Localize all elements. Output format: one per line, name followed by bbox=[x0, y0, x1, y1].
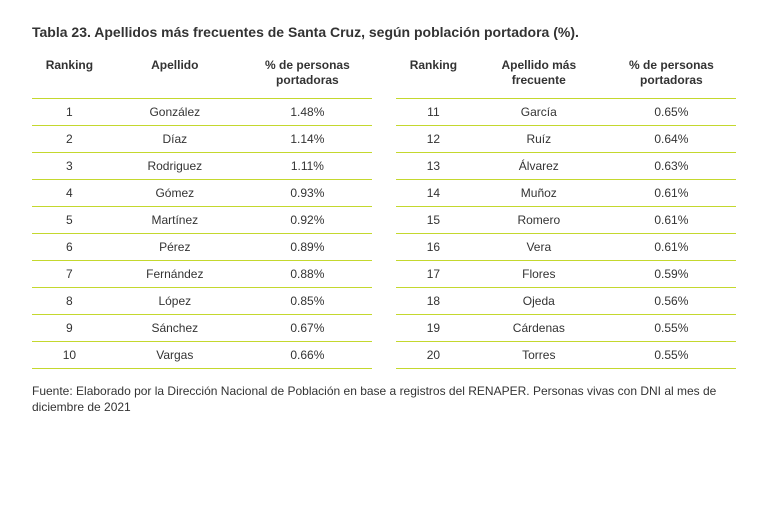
cell-name: Díaz bbox=[107, 126, 243, 153]
table-row: 5Martínez0.92% bbox=[32, 207, 372, 234]
cell-pct: 0.61% bbox=[607, 234, 736, 261]
cell-pct: 0.85% bbox=[243, 288, 372, 315]
cell-name: Vargas bbox=[107, 342, 243, 369]
table-left-body: 1González1.48%2Díaz1.14%3Rodriguez1.11%4… bbox=[32, 99, 372, 369]
cell-name: Ojeda bbox=[471, 288, 607, 315]
cell-name: Muñoz bbox=[471, 180, 607, 207]
col-header-rank: Ranking bbox=[396, 54, 471, 99]
table-row: 17Flores0.59% bbox=[396, 261, 736, 288]
table-header-row: Ranking Apellido % de personas portadora… bbox=[32, 54, 372, 99]
cell-rank: 2 bbox=[32, 126, 107, 153]
cell-name: Pérez bbox=[107, 234, 243, 261]
cell-name: López bbox=[107, 288, 243, 315]
table-row: 6Pérez0.89% bbox=[32, 234, 372, 261]
table-row: 7Fernández0.88% bbox=[32, 261, 372, 288]
table-row: 8López0.85% bbox=[32, 288, 372, 315]
cell-name: González bbox=[107, 99, 243, 126]
cell-rank: 3 bbox=[32, 153, 107, 180]
table-right: Ranking Apellido más frecuente % de pers… bbox=[396, 54, 736, 369]
cell-rank: 4 bbox=[32, 180, 107, 207]
cell-name: Flores bbox=[471, 261, 607, 288]
cell-pct: 1.48% bbox=[243, 99, 372, 126]
table-row: 15Romero0.61% bbox=[396, 207, 736, 234]
cell-pct: 0.55% bbox=[607, 342, 736, 369]
cell-name: Álvarez bbox=[471, 153, 607, 180]
table-right-wrap: Ranking Apellido más frecuente % de pers… bbox=[396, 54, 736, 369]
cell-rank: 17 bbox=[396, 261, 471, 288]
cell-pct: 0.65% bbox=[607, 99, 736, 126]
cell-pct: 1.11% bbox=[243, 153, 372, 180]
cell-pct: 0.88% bbox=[243, 261, 372, 288]
table-row: 1González1.48% bbox=[32, 99, 372, 126]
table-row: 3Rodriguez1.11% bbox=[32, 153, 372, 180]
cell-name: Cárdenas bbox=[471, 315, 607, 342]
table-right-body: 11García0.65%12Ruíz0.64%13Álvarez0.63%14… bbox=[396, 99, 736, 369]
cell-name: García bbox=[471, 99, 607, 126]
cell-pct: 0.92% bbox=[243, 207, 372, 234]
table-footer: Fuente: Elaborado por la Dirección Nacio… bbox=[32, 383, 736, 415]
cell-rank: 10 bbox=[32, 342, 107, 369]
table-row: 9Sánchez0.67% bbox=[32, 315, 372, 342]
cell-pct: 0.55% bbox=[607, 315, 736, 342]
table-row: 12Ruíz0.64% bbox=[396, 126, 736, 153]
cell-rank: 11 bbox=[396, 99, 471, 126]
cell-name: Torres bbox=[471, 342, 607, 369]
table-row: 2Díaz1.14% bbox=[32, 126, 372, 153]
cell-rank: 6 bbox=[32, 234, 107, 261]
table-row: 11García0.65% bbox=[396, 99, 736, 126]
table-row: 10Vargas0.66% bbox=[32, 342, 372, 369]
cell-pct: 0.56% bbox=[607, 288, 736, 315]
cell-rank: 8 bbox=[32, 288, 107, 315]
cell-rank: 19 bbox=[396, 315, 471, 342]
cell-name: Fernández bbox=[107, 261, 243, 288]
cell-name: Ruíz bbox=[471, 126, 607, 153]
table-row: 20Torres0.55% bbox=[396, 342, 736, 369]
cell-pct: 0.66% bbox=[243, 342, 372, 369]
cell-rank: 15 bbox=[396, 207, 471, 234]
cell-pct: 1.14% bbox=[243, 126, 372, 153]
cell-name: Gómez bbox=[107, 180, 243, 207]
cell-pct: 0.61% bbox=[607, 180, 736, 207]
cell-rank: 13 bbox=[396, 153, 471, 180]
cell-pct: 0.61% bbox=[607, 207, 736, 234]
tables-container: Ranking Apellido % de personas portadora… bbox=[32, 54, 736, 369]
cell-name: Martínez bbox=[107, 207, 243, 234]
col-header-pct: % de personas portadoras bbox=[607, 54, 736, 99]
cell-pct: 0.67% bbox=[243, 315, 372, 342]
cell-rank: 1 bbox=[32, 99, 107, 126]
table-header-row: Ranking Apellido más frecuente % de pers… bbox=[396, 54, 736, 99]
cell-rank: 18 bbox=[396, 288, 471, 315]
cell-name: Rodriguez bbox=[107, 153, 243, 180]
table-left-wrap: Ranking Apellido % de personas portadora… bbox=[32, 54, 372, 369]
cell-rank: 16 bbox=[396, 234, 471, 261]
cell-rank: 9 bbox=[32, 315, 107, 342]
cell-pct: 0.59% bbox=[607, 261, 736, 288]
cell-rank: 14 bbox=[396, 180, 471, 207]
table-row: 13Álvarez0.63% bbox=[396, 153, 736, 180]
cell-rank: 20 bbox=[396, 342, 471, 369]
col-header-pct: % de personas portadoras bbox=[243, 54, 372, 99]
cell-rank: 5 bbox=[32, 207, 107, 234]
table-title: Tabla 23. Apellidos más frecuentes de Sa… bbox=[32, 24, 736, 40]
cell-pct: 0.64% bbox=[607, 126, 736, 153]
table-row: 14Muñoz0.61% bbox=[396, 180, 736, 207]
cell-pct: 0.63% bbox=[607, 153, 736, 180]
table-row: 16Vera0.61% bbox=[396, 234, 736, 261]
table-left: Ranking Apellido % de personas portadora… bbox=[32, 54, 372, 369]
col-header-name: Apellido bbox=[107, 54, 243, 99]
cell-name: Romero bbox=[471, 207, 607, 234]
cell-name: Vera bbox=[471, 234, 607, 261]
cell-rank: 7 bbox=[32, 261, 107, 288]
col-header-rank: Ranking bbox=[32, 54, 107, 99]
col-header-name: Apellido más frecuente bbox=[471, 54, 607, 99]
cell-rank: 12 bbox=[396, 126, 471, 153]
table-row: 19Cárdenas0.55% bbox=[396, 315, 736, 342]
cell-name: Sánchez bbox=[107, 315, 243, 342]
cell-pct: 0.93% bbox=[243, 180, 372, 207]
cell-pct: 0.89% bbox=[243, 234, 372, 261]
table-row: 18Ojeda0.56% bbox=[396, 288, 736, 315]
table-row: 4Gómez0.93% bbox=[32, 180, 372, 207]
